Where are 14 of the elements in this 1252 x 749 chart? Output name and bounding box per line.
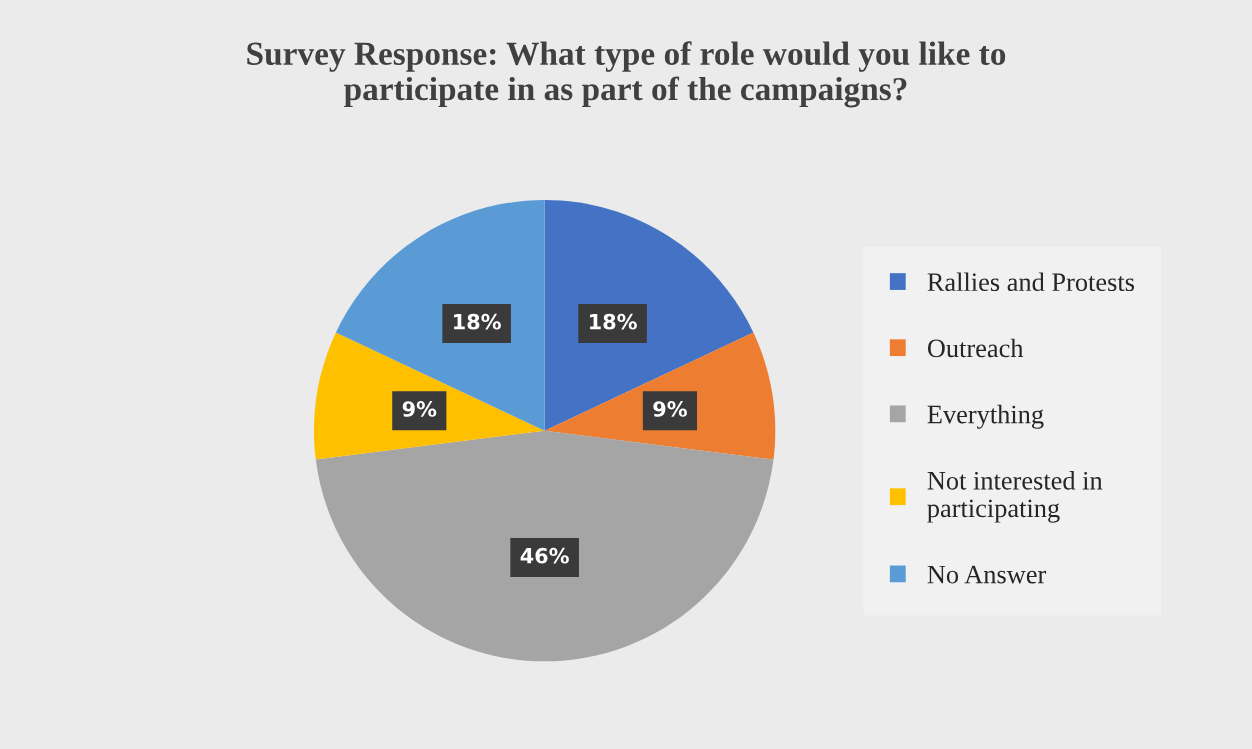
pie-slice	[544, 199, 754, 431]
data-label: 9%	[653, 401, 687, 417]
legend-label: Rallies and Protests	[927, 272, 1135, 292]
data-label: 18%	[590, 313, 637, 330]
pie-slice	[335, 199, 545, 431]
legend-label: Everything	[927, 404, 1044, 429]
data-label: 9%	[402, 401, 437, 417]
data-label: 18%	[454, 313, 501, 330]
pie-slice	[315, 430, 774, 662]
legend-label: Not interested in participating	[927, 471, 1103, 523]
chart-title: Survey Response: What type of role would you like to participate in as part of the campaigns?	[247, 41, 1006, 108]
data-label: 46%	[520, 547, 569, 564]
legend-label: Outreach	[927, 338, 1024, 358]
legend-label: No Answer	[927, 565, 1047, 584]
